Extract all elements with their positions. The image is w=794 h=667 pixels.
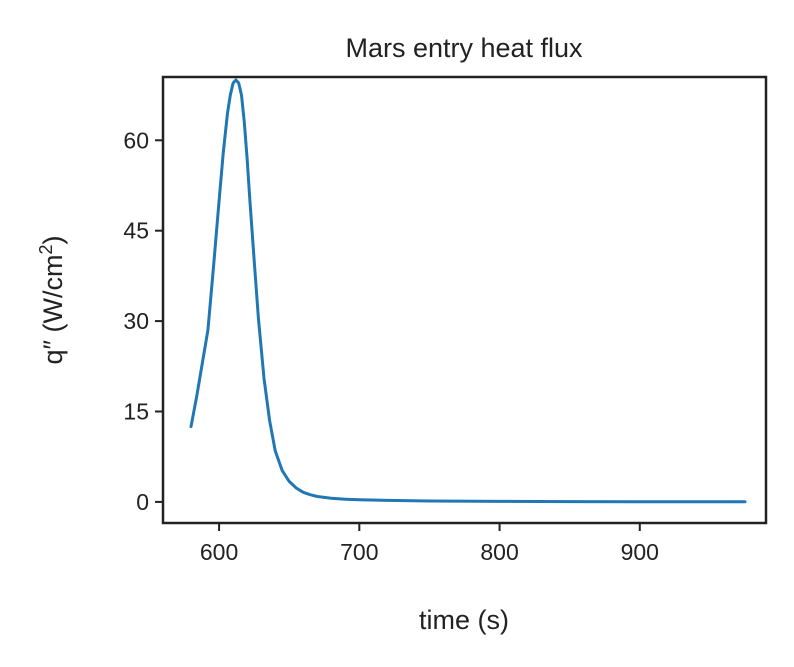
y-tick-label: 15 xyxy=(123,399,149,425)
x-tick-label: 900 xyxy=(621,539,659,565)
x-tick-label: 700 xyxy=(340,539,378,565)
y-tick-label: 60 xyxy=(123,127,149,153)
heat-flux-line xyxy=(189,78,747,504)
y-axis-label-superscript: 2 xyxy=(36,244,56,254)
plot-frame xyxy=(161,75,768,525)
x-tick-label: 600 xyxy=(200,539,238,565)
x-axis-ticks: 600 700 800 900 xyxy=(200,523,659,565)
x-axis-label: time (s) xyxy=(419,605,509,635)
y-axis-label-main: q″ (W/cm xyxy=(38,254,68,364)
y-axis-label-end: ) xyxy=(38,235,68,244)
y-tick-label: 0 xyxy=(136,489,149,515)
y-tick-label: 45 xyxy=(123,218,149,244)
y-tick-label: 30 xyxy=(123,308,149,334)
x-tick-label: 800 xyxy=(480,539,518,565)
y-axis-label: q″ (W/cm2) xyxy=(36,235,68,364)
y-axis-ticks: 0 15 30 45 60 xyxy=(123,127,163,515)
chart-title: Mars entry heat flux xyxy=(345,33,583,63)
